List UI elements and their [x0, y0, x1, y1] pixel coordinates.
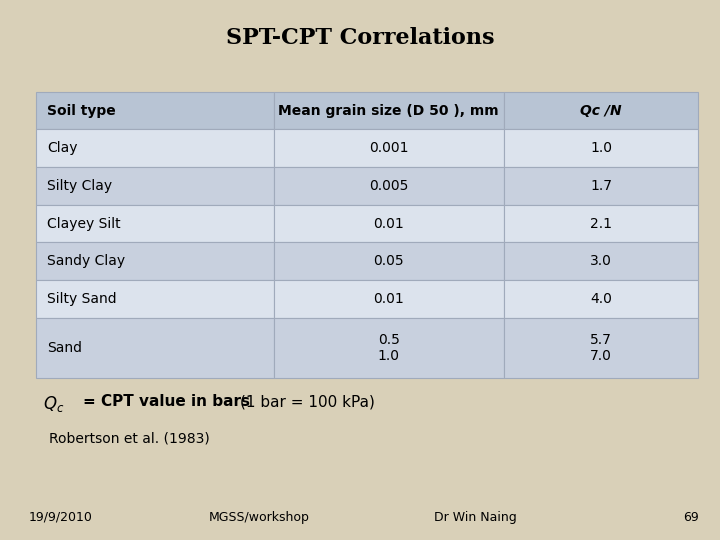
Text: 0.001: 0.001 — [369, 141, 408, 156]
Text: MGSS/workshop: MGSS/workshop — [209, 511, 310, 524]
Text: Sandy Clay: Sandy Clay — [47, 254, 125, 268]
Bar — [36, 205, 274, 242]
Text: 19/9/2010: 19/9/2010 — [29, 511, 93, 524]
Text: Soil type: Soil type — [47, 104, 115, 118]
Text: Robertson et al. (1983): Robertson et al. (1983) — [49, 432, 210, 446]
Bar — [274, 205, 504, 242]
Text: (1 bar = 100 kPa): (1 bar = 100 kPa) — [240, 394, 374, 409]
Text: 0.01: 0.01 — [374, 217, 404, 231]
Bar — [274, 167, 504, 205]
Bar — [36, 242, 274, 280]
Text: 2.1: 2.1 — [590, 217, 612, 231]
Text: Silty Clay: Silty Clay — [47, 179, 112, 193]
Bar — [274, 242, 504, 280]
Bar — [504, 130, 698, 167]
Text: Clay: Clay — [47, 141, 77, 156]
Bar — [36, 167, 274, 205]
Bar — [36, 280, 274, 318]
Bar — [504, 280, 698, 318]
Bar — [504, 92, 698, 130]
Text: 0.005: 0.005 — [369, 179, 408, 193]
Text: SPT-CPT Correlations: SPT-CPT Correlations — [226, 27, 494, 49]
Bar — [274, 92, 504, 130]
Bar — [274, 280, 504, 318]
Text: Dr Win Naing: Dr Win Naing — [434, 511, 516, 524]
Text: 1.7: 1.7 — [590, 179, 612, 193]
Bar — [274, 318, 504, 378]
Bar — [36, 130, 274, 167]
Text: 1.0: 1.0 — [590, 141, 612, 156]
Text: 0.05: 0.05 — [374, 254, 404, 268]
Text: Qc /N: Qc /N — [580, 104, 622, 118]
Bar — [274, 130, 504, 167]
Bar — [36, 92, 274, 130]
Text: Sand: Sand — [47, 341, 82, 355]
Text: 0.5
1.0: 0.5 1.0 — [378, 333, 400, 363]
Text: Silty Sand: Silty Sand — [47, 292, 117, 306]
Text: $\it{Q_c}$: $\it{Q_c}$ — [43, 394, 65, 414]
Text: Clayey Silt: Clayey Silt — [47, 217, 120, 231]
Text: 3.0: 3.0 — [590, 254, 612, 268]
Text: 5.7
7.0: 5.7 7.0 — [590, 333, 612, 363]
Bar — [504, 318, 698, 378]
Text: Mean grain size (D 50 ), mm: Mean grain size (D 50 ), mm — [279, 104, 499, 118]
Bar — [504, 167, 698, 205]
Text: 4.0: 4.0 — [590, 292, 612, 306]
Bar — [504, 205, 698, 242]
Text: 69: 69 — [683, 511, 698, 524]
Bar — [36, 318, 274, 378]
Text: 0.01: 0.01 — [374, 292, 404, 306]
Bar — [504, 242, 698, 280]
Text: = CPT value in bars: = CPT value in bars — [83, 394, 250, 409]
